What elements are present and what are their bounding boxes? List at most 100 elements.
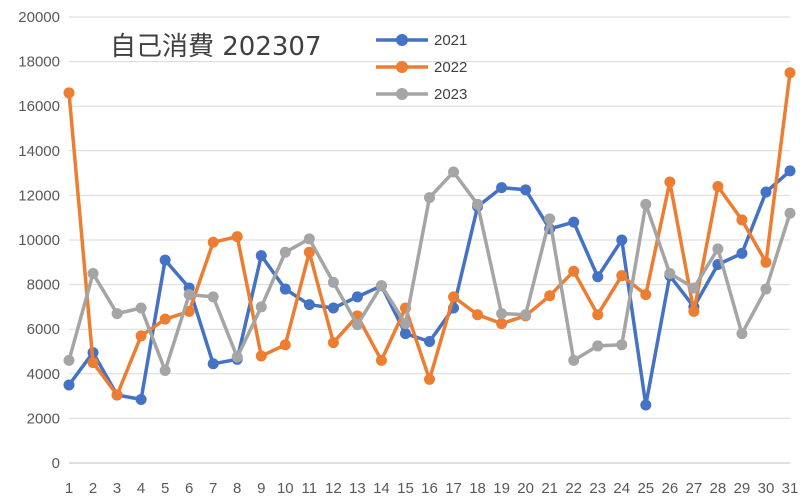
x-tick-label: 1 [65,480,73,495]
data-point [784,67,796,79]
data-point [183,289,195,301]
x-tick-label: 2 [89,480,97,495]
x-tick-label: 19 [493,480,510,495]
data-point [424,373,435,385]
data-point [760,283,772,295]
x-tick-label: 13 [349,480,366,495]
legend-label: 2023 [434,86,467,103]
data-point [399,328,411,340]
data-point [688,305,700,317]
data-point [351,319,363,331]
data-point [448,291,460,303]
data-point [424,335,435,347]
data-point [63,87,75,99]
data-point [327,337,339,349]
y-tick-label: 14000 [18,143,60,160]
x-tick-label: 31 [782,480,799,495]
data-point [111,389,123,401]
legend-item: 2021 [376,32,467,49]
x-tick-label: 27 [686,480,703,495]
x-tick-label: 9 [257,480,265,495]
data-point [568,216,580,228]
x-tick-label: 23 [589,480,606,495]
data-point [255,301,267,313]
data-point [207,236,219,248]
data-point [496,318,508,330]
data-point [135,393,147,405]
gridlines [69,16,790,464]
data-point [472,309,484,321]
data-point [616,339,628,351]
x-tick-label: 4 [137,480,145,495]
data-point [207,291,219,303]
x-tick-label: 10 [277,480,294,495]
x-tick-label: 8 [233,480,241,495]
data-point [375,354,387,366]
series-2023 [63,166,796,376]
y-tick-label: 0 [52,455,60,472]
x-tick-label: 17 [445,480,462,495]
data-point [255,250,267,262]
legend: 2021 2022 2023 [376,32,467,103]
data-point [231,351,243,363]
legend-item: 2022 [376,59,467,76]
x-tick-label: 3 [113,480,121,495]
data-point [592,309,604,321]
data-point [327,276,339,288]
x-tick-label: 22 [565,480,582,495]
y-tick-label: 16000 [18,98,60,115]
series-2022 [63,67,796,401]
data-point [496,308,508,320]
x-tick-label: 29 [734,480,751,495]
legend-marker-icon [396,88,408,100]
data-point [712,180,724,192]
x-tick-label: 7 [209,480,217,495]
data-point [87,357,99,369]
data-point [496,182,508,194]
data-point [664,176,676,188]
data-point [760,186,772,198]
data-point [712,243,724,255]
y-tick-label: 4000 [27,366,60,383]
data-point [279,283,291,295]
data-point [255,350,267,362]
data-point [784,165,796,177]
data-point [303,246,315,258]
y-tick-label: 10000 [18,232,60,249]
y-tick-label: 8000 [27,277,60,294]
data-point [63,379,75,391]
y-axis: 0 2000 4000 6000 8000 10000 12000 14000 16000 180… [18,9,60,472]
data-point [63,354,75,366]
data-point [736,247,748,259]
data-point [279,339,291,351]
legend-label: 2022 [434,59,467,76]
data-point [327,302,339,314]
data-point [399,318,411,330]
x-tick-label: 20 [517,480,534,495]
x-tick-label: 16 [421,480,438,495]
data-point [520,309,532,321]
series-lines [63,67,796,411]
data-point [159,313,171,325]
data-point [640,399,652,411]
x-tick-label: 11 [302,480,318,495]
data-point [568,354,580,366]
x-tick-label: 24 [613,480,630,495]
data-point [303,299,315,311]
data-point [664,267,676,279]
data-point [135,302,147,314]
data-point [279,246,291,258]
y-tick-label: 18000 [18,54,60,71]
data-point [520,184,532,196]
x-tick-label: 28 [710,480,727,495]
data-point [592,340,604,352]
x-tick-label: 15 [397,480,414,495]
data-point [424,192,435,204]
data-point [544,213,556,225]
x-tick-label: 26 [661,480,678,495]
data-point [736,214,748,226]
data-point [351,291,363,303]
data-point [159,254,171,266]
